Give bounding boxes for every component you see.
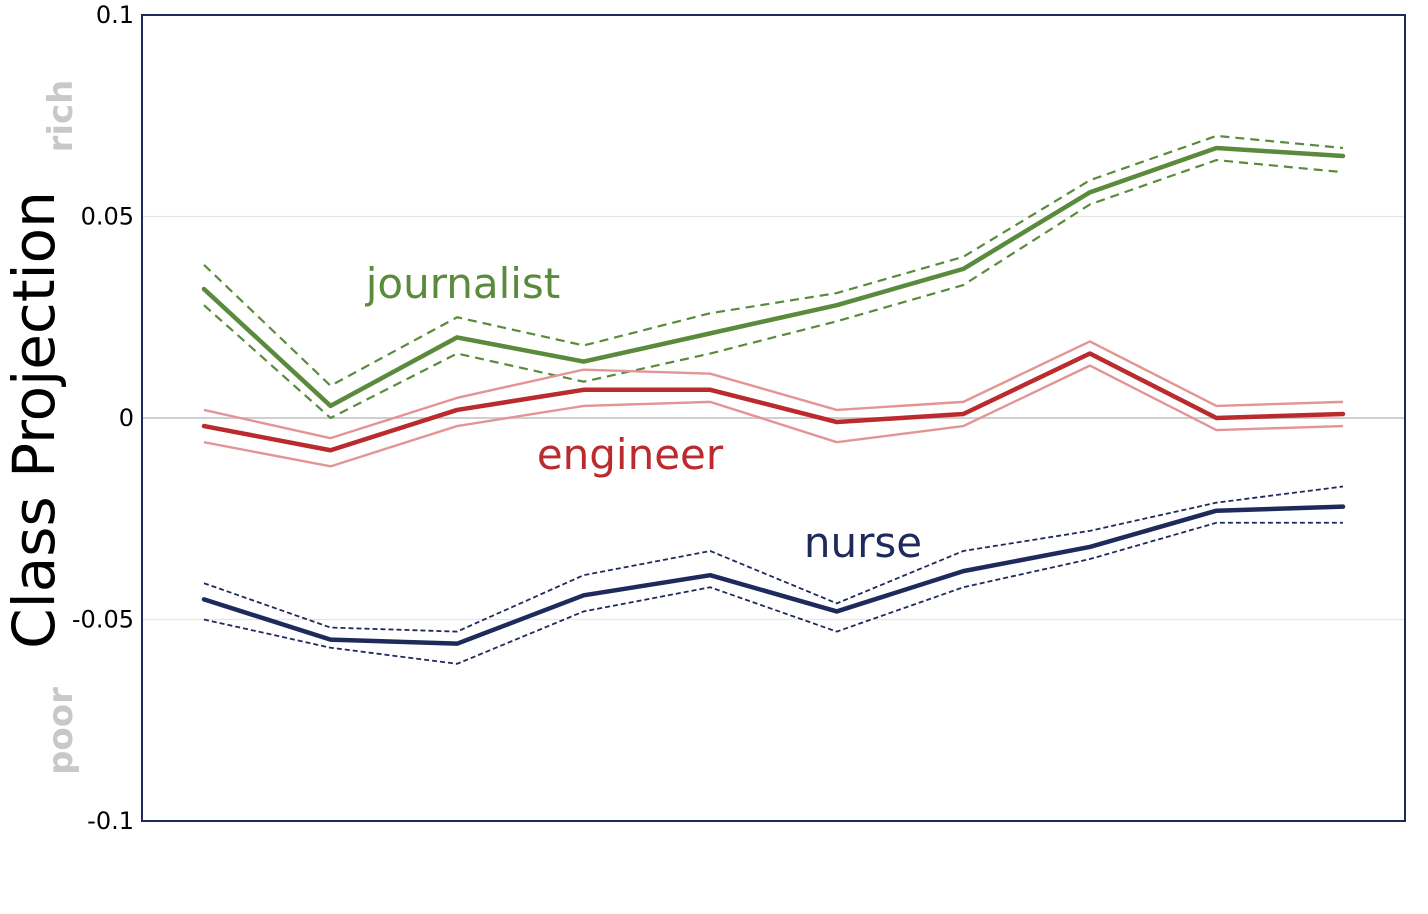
series-nurse-line [201, 504, 1346, 646]
series-journalist-upper-bound [203, 134, 1344, 387]
series-label-engineer: engineer [537, 430, 724, 479]
series-journalist-line [201, 145, 1346, 409]
series-label-journalist: journalist [365, 259, 561, 308]
series-engineer-line [201, 351, 1346, 453]
y-tick-label: -0.1 [87, 807, 134, 835]
series-label-nurse: nurse [804, 518, 922, 567]
rich-pole-label: rich [41, 80, 81, 153]
series-journalist-lower-bound [203, 158, 1344, 420]
series-journalist [201, 134, 1346, 420]
series-engineer [201, 340, 1346, 468]
series-nurse-lower-bound [203, 521, 1343, 665]
series-engineer-lower-bound [203, 364, 1344, 468]
plot-frame [141, 14, 1406, 822]
y-tick-label: 0.05 [81, 203, 134, 231]
poor-pole-label: poor [41, 687, 81, 775]
y-tick-labels: 0.1 0.05 0 -0.05 -0.1 [72, 1, 134, 835]
y-tick-label: 0.1 [96, 1, 134, 29]
series-nurse-upper-bound [203, 485, 1344, 633]
series-layer [201, 134, 1346, 665]
series-nurse [201, 485, 1346, 665]
series-engineer-upper-bound [203, 340, 1344, 440]
y-tick-label: -0.05 [72, 606, 134, 634]
y-tick-label: 0 [119, 404, 134, 432]
y-axis-label: Class Projection [0, 191, 68, 649]
